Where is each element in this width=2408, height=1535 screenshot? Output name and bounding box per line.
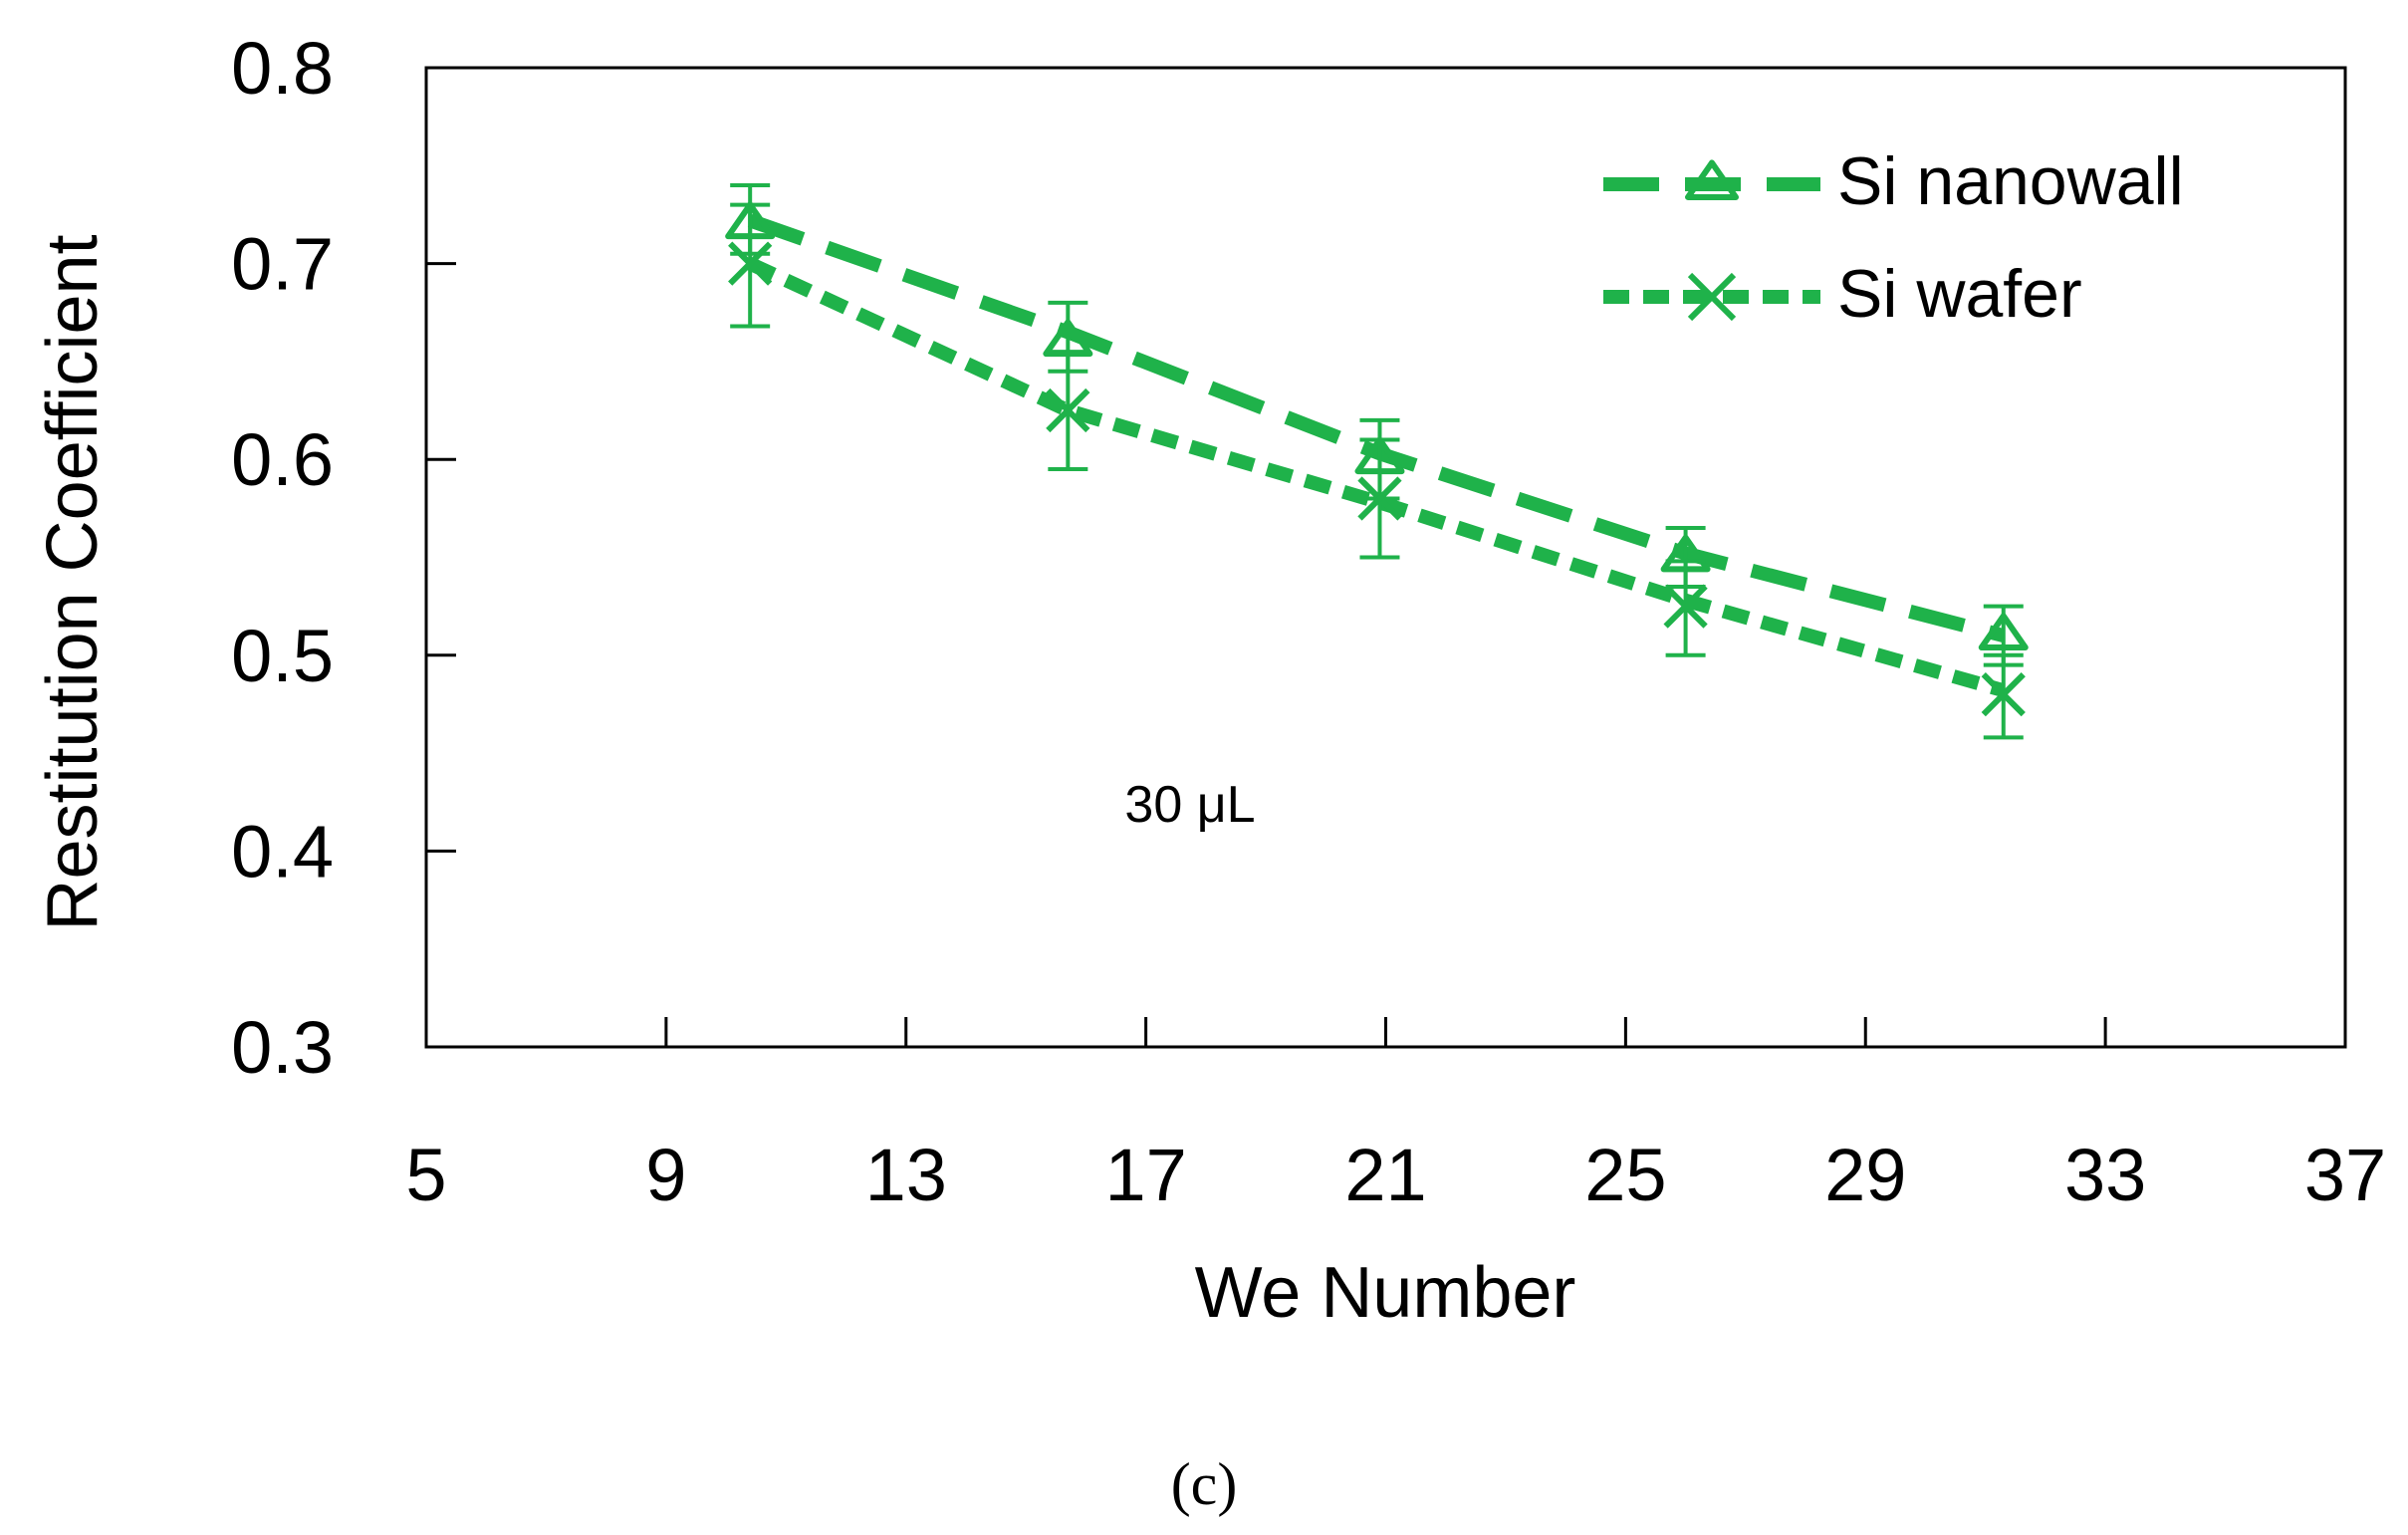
trendline-si-nanowall: [747, 213, 2006, 642]
y-tick-label: 0.6: [231, 418, 334, 501]
legend-marker-x: [1687, 272, 1737, 322]
x-marker-stroke: [728, 241, 773, 286]
legend-label-si-nanowall: Si nanowall: [1837, 143, 2184, 219]
data-point-x: [1046, 387, 1090, 433]
x-axis-label: We Number: [1195, 1253, 1576, 1333]
x-marker-stroke: [1357, 476, 1402, 521]
legend: Si nanowall Si wafer: [1603, 143, 2184, 332]
data-point-triangle: [1978, 613, 2029, 651]
series-si-wafer: [728, 202, 2026, 740]
legend-label-si-wafer: Si wafer: [1837, 256, 2082, 332]
y-tick-label: 0.4: [231, 810, 334, 893]
x-marker-stroke: [1046, 387, 1090, 433]
x-marker-stroke: [1663, 584, 1708, 629]
axis-ticks: [426, 262, 2107, 1047]
x-tick-label: 25: [1584, 1134, 1666, 1216]
data-point-x: [1663, 584, 1708, 629]
series-si-nanowall: [725, 182, 2029, 667]
data-point-x: [728, 241, 773, 286]
legend-x: [1687, 272, 1737, 322]
tick-labels: 5 9 13 17 21 25 29 33 37 0.3 0.4 0.5 0.6 0.7 0.8: [231, 27, 2386, 1216]
series-layer: [725, 182, 2029, 740]
y-axis-label: Restitution Coefficient: [33, 234, 113, 930]
y-tick-label: 0.5: [231, 615, 334, 697]
x-tick-label: 9: [645, 1134, 686, 1216]
panel-label: (c): [1171, 1451, 1238, 1517]
legend-marker-triangle: [1685, 159, 1739, 200]
x-marker-stroke: [1687, 272, 1737, 322]
x-tick-label: 13: [865, 1134, 947, 1216]
x-tick-label: 21: [1344, 1134, 1426, 1216]
x-marker-stroke: [1981, 671, 2026, 717]
legend-triangle: [1685, 159, 1739, 200]
y-tick-label: 0.8: [231, 27, 334, 110]
x-tick-label: 17: [1104, 1134, 1186, 1216]
volume-annotation: 30 μL: [1124, 776, 1255, 834]
x-tick-label: 29: [1824, 1134, 1906, 1216]
trendline-si-wafer: [747, 257, 2006, 697]
x-tick-label: 33: [2064, 1134, 2146, 1216]
x-tick-label: 5: [405, 1134, 446, 1216]
x-tick-label: 37: [2304, 1134, 2386, 1216]
data-point-x: [1981, 671, 2026, 717]
y-tick-label: 0.3: [231, 1006, 334, 1089]
data-point-x: [1357, 476, 1402, 521]
y-tick-label: 0.7: [231, 223, 334, 306]
